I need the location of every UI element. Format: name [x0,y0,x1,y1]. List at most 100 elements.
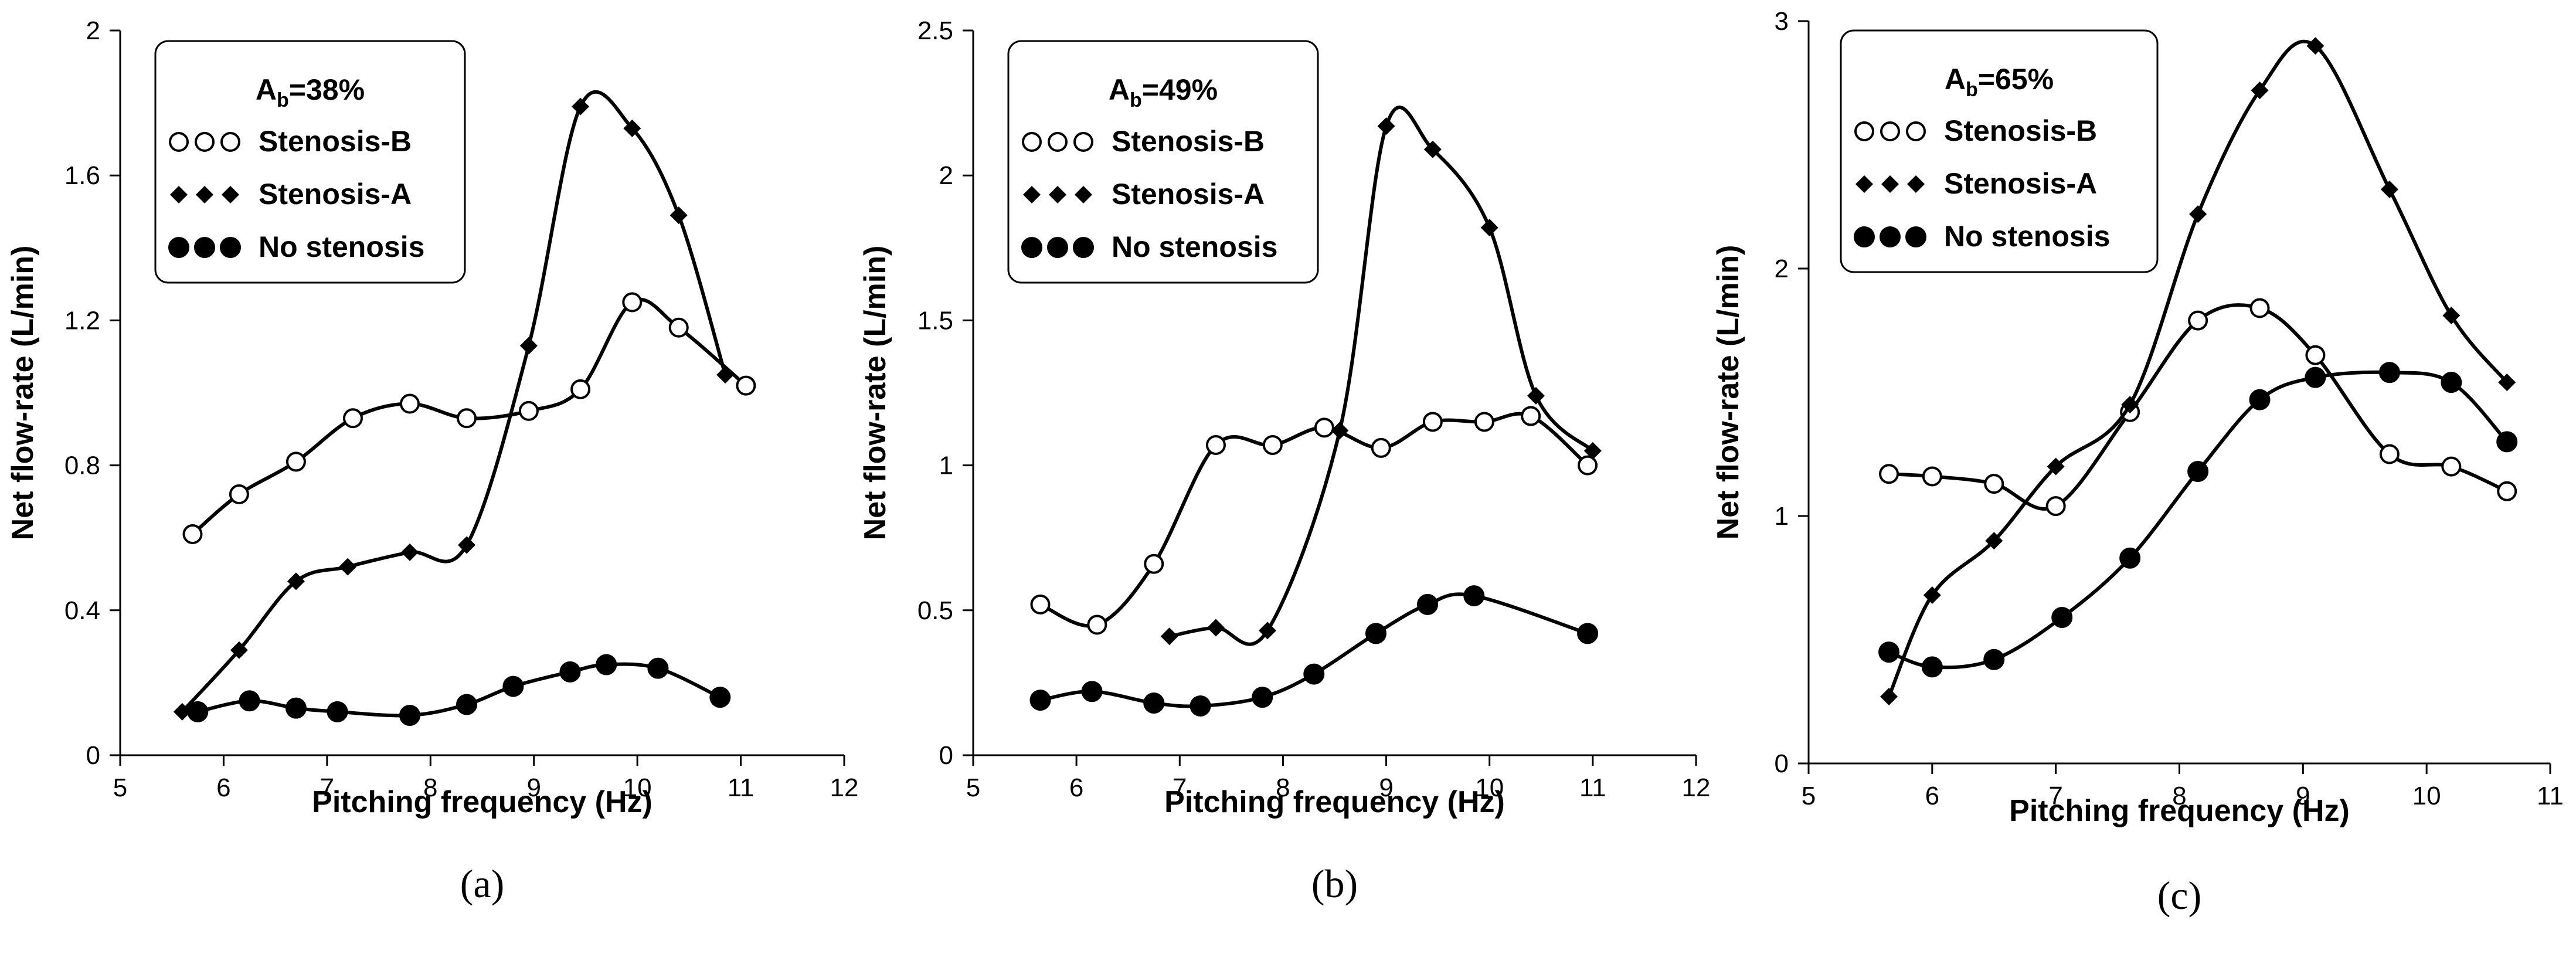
y-tick-label: 1.2 [64,306,100,335]
x-tick-label: 11 [1579,773,1606,802]
series-stenosis-b [182,292,756,545]
data-point [2305,345,2326,365]
data-point [2045,496,2066,517]
y-tick-label: 2 [86,16,100,45]
series-no-stenosis [1029,585,1599,717]
data-point [1205,434,1226,455]
data-point [1087,615,1107,635]
data-point [1259,622,1277,640]
legend-title: Ab=49% [1109,73,1218,111]
data-point [339,558,357,576]
data-point [456,694,478,715]
data-point [1314,417,1334,438]
data-point [458,536,476,554]
panel-label: (b) [1311,861,1358,906]
data-point [736,375,756,396]
data-point [239,690,260,712]
x-tick-label: 8 [423,773,437,802]
y-tick-label: 0.5 [917,596,953,625]
chart-panel-2: 5 6 7 8 9 10 11 12 0 0.5 1 1.5 2 2.5 Pitching frequenc… [858,16,1710,906]
data-point [1577,623,1599,644]
legend-symbol [220,132,240,152]
y-tick-label: 0 [1775,749,1789,778]
data-point [1583,442,1602,460]
series-stenosis-a [1160,106,1602,646]
data-point [182,524,203,545]
data-point [229,484,249,505]
series-stenosis-b [1879,298,2517,517]
data-point [2189,205,2207,223]
y-tick-label: 2.5 [917,16,953,45]
series-no-stenosis [1878,362,2518,678]
data-point [1262,434,1283,455]
legend-symbol [1075,186,1092,203]
y-tick-label: 1 [939,451,953,480]
y-tick-label: 0.8 [64,451,100,480]
data-point [1879,464,1899,484]
legend-symbol [1073,132,1093,152]
legend-symbol [194,237,215,258]
data-point [1480,219,1498,237]
data-point [2379,444,2400,464]
legend-title-main: A [256,73,277,106]
data-point [1422,412,1443,432]
data-point [2249,298,2270,318]
data-point [230,641,248,659]
data-point [572,97,590,116]
x-tick-label: 5 [113,773,127,802]
data-point [1521,406,1541,426]
data-point [286,451,306,472]
data-point [1880,688,1898,706]
data-point [2047,457,2065,476]
y-tick-label: 0 [939,741,953,770]
data-point [559,661,581,683]
legend-symbol [222,186,239,203]
legend-symbol [1880,226,1901,247]
x-tick-label: 9 [526,773,541,802]
x-tick-label: 10 [2412,782,2441,810]
series-stenosis-a [1880,37,2516,706]
y-tick-label: 2 [939,161,953,190]
chart-panel-3: 5 6 7 8 9 10 11 0 1 2 3 Pitching frequency (Hz) Net … [1711,7,2564,918]
legend-symbol [170,186,188,203]
legend-symbol [1880,121,1900,141]
data-point [1143,692,1165,714]
x-axis-label: Pitching frequency (Hz) [312,785,653,819]
y-tick-label: 1.5 [917,306,953,335]
panel-label: (a) [460,861,504,906]
data-point [1252,687,1273,708]
data-point [287,572,305,590]
series-line [1888,370,2509,670]
x-tick-label: 10 [1475,773,1504,802]
data-point [2497,481,2517,501]
data-point [2498,374,2516,392]
data-point [1921,656,1943,678]
data-point [400,393,420,414]
legend-box [1007,40,1319,284]
y-tick-label: 2 [1775,254,1789,283]
data-point [2306,37,2324,55]
data-point [401,543,419,561]
legend-title-value: =49% [1142,73,1218,106]
legend-symbol [1905,226,1926,247]
legend-symbol [1021,237,1042,258]
data-point [1922,466,1942,487]
y-axis-label: Net flow-rate (L/min) [1711,245,1745,540]
data-point [518,400,539,421]
legend-label: No stenosis [259,230,424,263]
data-point [2378,362,2400,383]
data-point [1029,690,1051,711]
series-stenosis-a [173,90,735,721]
x-tick-label: 6 [1925,782,1939,810]
x-tick-label: 8 [1276,773,1290,802]
legend: Ab=38% Stenosis-B Stenosis-A No stenosis [154,40,466,284]
legend-label: No stenosis [1112,230,1277,263]
x-axis-label: Pitching frequency (Hz) [2009,794,2350,828]
data-point [285,697,307,719]
data-point [1365,623,1386,644]
data-point [1081,681,1103,702]
legend-symbol [1049,186,1066,203]
legend-symbol [1073,237,1094,258]
legend-label: Stenosis-B [1944,114,2097,147]
